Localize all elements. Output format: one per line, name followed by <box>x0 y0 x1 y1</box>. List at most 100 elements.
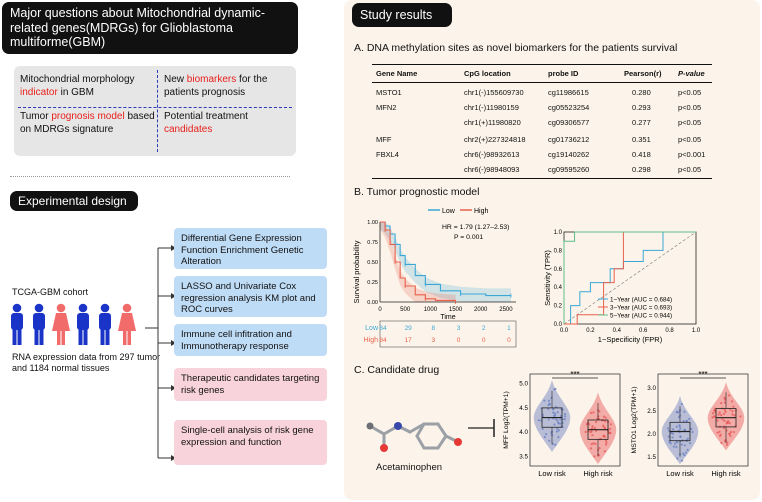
km-y-tick-label: 0.50 <box>367 260 378 266</box>
violin-point <box>547 404 550 407</box>
violin-point <box>666 427 670 430</box>
violin-point <box>592 411 595 414</box>
violin-point <box>685 419 688 423</box>
violin-x-label-2: High risk <box>583 469 612 478</box>
rna-description: RNA expression data from 297 tumor and 1… <box>12 352 161 373</box>
km-y-label: Survival probability <box>352 240 361 303</box>
section-c-title: C. Candidate drug <box>354 364 440 376</box>
table-cell: chr1(-)155609730 <box>464 88 524 97</box>
violin-point <box>683 454 686 457</box>
violin-point <box>598 446 601 450</box>
violin-point <box>686 448 689 451</box>
arrow-icon <box>158 245 176 251</box>
arrow-icon <box>158 340 176 346</box>
km-risk-count-high: 0 <box>482 337 486 344</box>
roc-y-tick-label: 0.6 <box>554 267 563 273</box>
msto1-violin-chart: 1.5 2.0 2.5 3.0 MSTO1 Log2(TPM+1) Low risk Hig… <box>631 370 749 478</box>
violin-point <box>589 431 592 434</box>
km-risk-count-high: 0 <box>457 337 461 344</box>
table-cell: chr6(-)98948093 <box>464 165 520 174</box>
violin-point <box>559 414 563 418</box>
km-risk-label-low: Low <box>365 325 379 332</box>
violin-point <box>675 411 678 414</box>
violin-point <box>729 430 732 434</box>
violin-point <box>589 447 593 450</box>
km-risk-count-high: 0 <box>507 337 511 344</box>
km-risk-count-high: 17 <box>405 337 413 344</box>
table-cell: 0.351 <box>632 135 651 144</box>
km-risk-count-high: 3 <box>432 337 436 344</box>
violin-point <box>594 442 597 445</box>
header-cpg: CpG location <box>464 69 511 78</box>
km-x-tick-label: 1500 <box>449 307 463 313</box>
violin-point <box>726 441 729 444</box>
violin-point <box>537 419 540 422</box>
violin-point <box>559 422 562 425</box>
violin-point <box>679 435 682 438</box>
violin-point <box>725 422 728 425</box>
question-2: New biomarkers for the patients prognosi… <box>164 74 292 99</box>
violin-point <box>555 430 559 433</box>
violin-point <box>603 426 606 429</box>
table-cell: MSTO1 <box>376 88 402 97</box>
violin-point <box>686 437 690 440</box>
table-cell: chr1(-)11980159 <box>464 103 519 112</box>
violin-point <box>543 435 546 439</box>
violin-point <box>674 442 677 445</box>
violin-point <box>594 420 598 424</box>
violin-point <box>670 431 673 435</box>
violin-point <box>672 445 675 448</box>
q2-suffix: for the patients prognosis <box>164 74 268 98</box>
violin-y-tick-label: 4.5 <box>519 405 528 412</box>
violin-point <box>719 413 723 417</box>
cohort-label: TCGA-GBM cohort <box>12 287 89 297</box>
violin-body-2 <box>579 392 617 465</box>
violin-point <box>720 401 723 405</box>
violin-point <box>680 443 683 446</box>
km-risk-count-low: 84 <box>379 325 387 332</box>
q1-suffix: in GBM <box>60 86 94 98</box>
person-icon-blue <box>99 303 111 345</box>
violin-point <box>609 423 613 426</box>
violin-point <box>604 439 608 442</box>
violin-point <box>718 411 721 414</box>
violin-point <box>553 423 556 426</box>
violin-y-tick-label: 2.5 <box>647 408 656 415</box>
violin-point <box>683 444 686 447</box>
violin-point <box>680 402 683 406</box>
q3-highlight: prognosis model <box>51 111 125 122</box>
table-cell: 0.293 <box>632 103 651 112</box>
section-separator <box>10 176 290 177</box>
km-y-tick-label: 1.00 <box>367 220 378 226</box>
km-risk-count-low: 3 <box>457 325 461 332</box>
violin-point <box>728 394 731 397</box>
violin-point <box>591 434 594 437</box>
table-cell: chr2(+)227324818 <box>464 135 526 144</box>
violin-point <box>591 425 594 428</box>
questions-box: Mitochondrial morphology indicator in GB… <box>14 66 296 156</box>
results-title: Study results <box>352 3 452 27</box>
violin-point <box>672 428 675 431</box>
violin-point <box>552 411 555 414</box>
violin-point <box>688 441 692 445</box>
violin-point <box>587 423 591 426</box>
violin-point <box>739 415 742 418</box>
violin-body-1 <box>533 380 571 453</box>
table-bottom-rule <box>372 178 712 179</box>
violin-point <box>723 419 726 423</box>
km-x-tick-label: 2000 <box>474 307 488 313</box>
significance-label: *** <box>698 370 707 379</box>
violin-point <box>713 409 716 412</box>
violin-point <box>552 408 555 411</box>
significance-label: *** <box>570 370 579 379</box>
violin-point <box>711 412 715 415</box>
violin-point <box>723 396 726 399</box>
roc-curve-3 <box>563 231 696 324</box>
methylation-table: Gene Name CpG location probe ID Pearson(… <box>372 64 712 180</box>
arrow-icon <box>158 293 176 299</box>
violin-point <box>597 417 600 421</box>
violin-point <box>602 424 605 427</box>
violin-y-tick-label: 2.0 <box>647 431 656 438</box>
roc-y-label: Sensitivity (TPR) <box>544 250 552 306</box>
violin-point <box>682 452 685 455</box>
